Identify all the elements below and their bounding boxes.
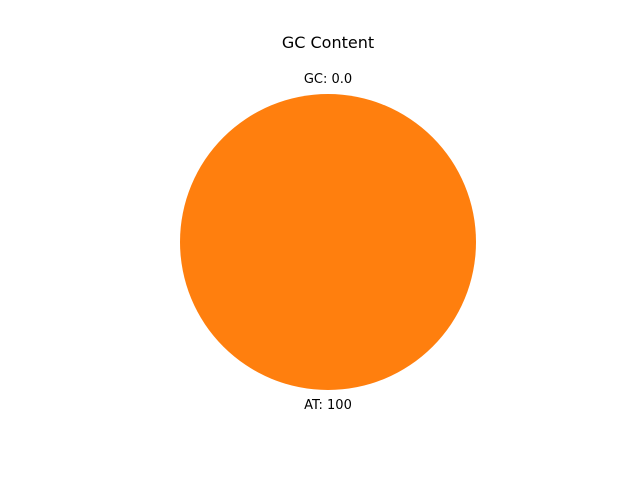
- pie-label-at: AT: 100: [304, 398, 352, 413]
- pie-label-gc: GC: 0.0: [304, 72, 352, 87]
- pie-slice-at: [180, 94, 476, 390]
- pie-slices: [180, 94, 476, 390]
- chart-title: GC Content: [281, 33, 375, 52]
- pie-labels: GC: 0.0 AT: 100: [304, 72, 352, 413]
